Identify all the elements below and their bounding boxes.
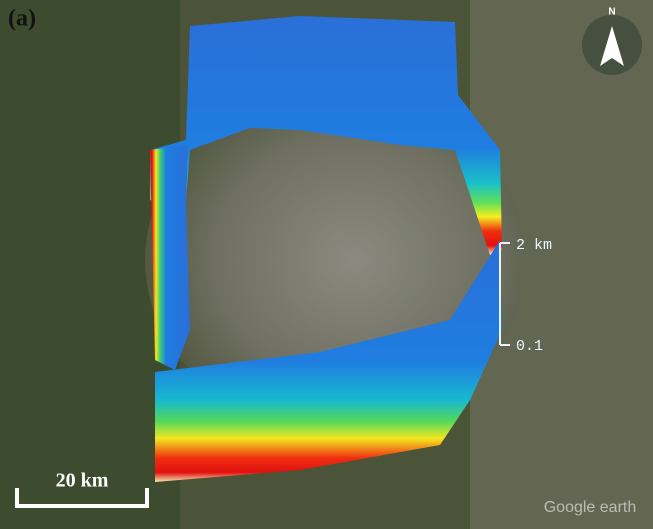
scale-bar <box>15 488 149 508</box>
compass-arrow <box>600 26 624 66</box>
panel-label: (a) <box>8 6 36 32</box>
lidar-curtain-west <box>150 145 190 370</box>
height-label: 2 km <box>516 237 552 254</box>
lidar-curtain-south <box>155 240 502 482</box>
scale-label: 20 km <box>56 470 109 492</box>
height-label: 0.1 <box>516 338 543 355</box>
lidar-curtain-top <box>150 16 502 255</box>
attribution: Google earth <box>544 499 637 516</box>
compass-label: N <box>608 7 615 18</box>
